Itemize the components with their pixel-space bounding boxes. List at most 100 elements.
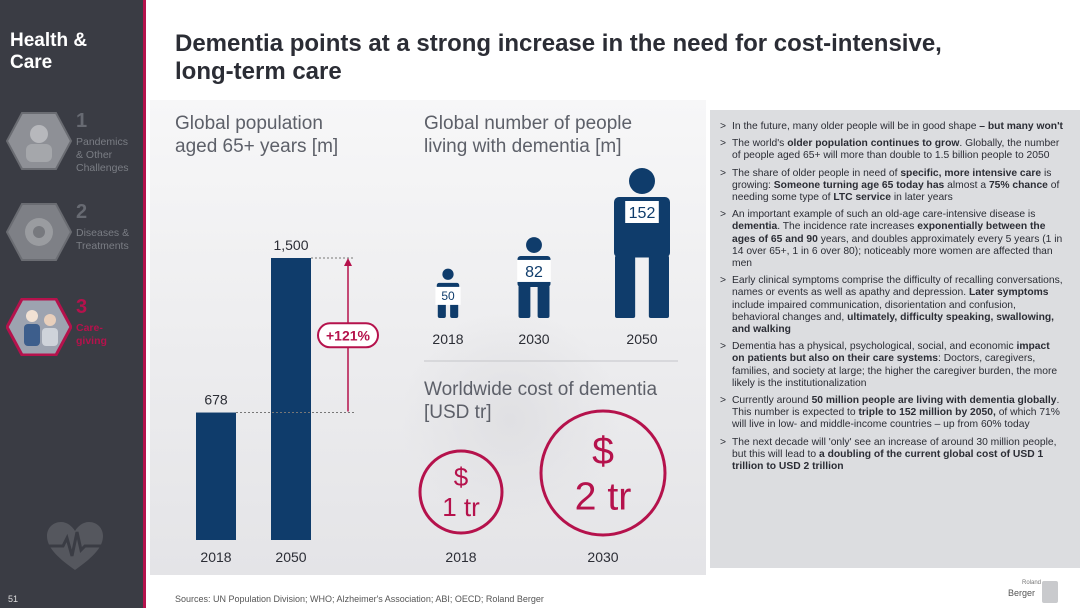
person-head — [629, 168, 655, 194]
cost-chart-title: Worldwide cost of dementia [USD tr] — [424, 379, 658, 423]
section-1-pandemics[interactable]: 1 Pandemics & Other Challenges — [6, 110, 141, 182]
dollar-icon: $ — [592, 429, 614, 473]
bullet-highlight: – but many won't — [979, 121, 1063, 132]
bullet-highlight: impact on patients but also on their car… — [732, 341, 1050, 365]
sidebar-title: Health & Care — [10, 30, 88, 73]
cost-value-label: 2 tr — [575, 474, 632, 518]
bullet-highlight: LTC service — [833, 192, 891, 204]
page-number: 51 — [8, 594, 19, 604]
person-head — [526, 237, 542, 253]
cost-chart: $1 tr 2018 $2 tr 2030 — [418, 409, 667, 565]
bullet-text: The next decade will 'only' see an incre… — [732, 436, 1057, 460]
population-value-label: 678 — [204, 392, 228, 408]
bullet-highlight: exponentially between the ages of 65 and… — [732, 221, 1046, 245]
insight-bullet: The share of older people in need of spe… — [720, 168, 1065, 205]
insight-bullet: Dementia has a physical, psychological, … — [720, 341, 1065, 390]
dementia-chart-title: Global number of people living with deme… — [424, 113, 633, 157]
dementia-chart: 50 2018 82 2030 152 2050 — [432, 168, 670, 347]
dementia-year-label: 2050 — [626, 331, 657, 347]
bullet-highlight: triple to 152 million by 2050, — [858, 407, 996, 419]
section-3-caregiving[interactable]: 3 Care- giving — [6, 296, 141, 368]
bullet-highlight: 75% chance — [988, 179, 1048, 191]
bullet-text: of needing some type of — [732, 179, 1060, 204]
person-leg — [518, 284, 531, 318]
bullet-text: almost a — [944, 179, 989, 191]
sidebar: Health & Care 1 Pandemics & Other Challe… — [0, 0, 143, 608]
bullet-text: Currently around — [732, 395, 812, 407]
insight-bullet: The world's older population continues t… — [720, 138, 1065, 162]
bullet-text: In the future, many older people will be… — [732, 121, 980, 132]
dementia-value-label: 152 — [629, 205, 656, 222]
person-value-box — [517, 259, 551, 282]
bullet-highlight: a doubling of the current global cost of… — [732, 448, 1044, 473]
section-label: Care- giving — [76, 322, 107, 347]
bullet-text: in later years — [890, 192, 953, 204]
bullet-text: of which 71% will live in low- and middl… — [732, 407, 1060, 431]
dementia-value-label: 50 — [441, 289, 455, 303]
section-number: 1 — [76, 110, 88, 132]
dollar-icon: $ — [454, 462, 469, 492]
population-bar-2018 — [196, 412, 236, 540]
heartbeat-icon — [47, 522, 103, 570]
bullet-text: The share of older people in need of — [732, 167, 901, 179]
population-value-label: 1,500 — [273, 237, 308, 253]
section-label: Pandemics & Other Challenges — [76, 136, 129, 174]
bullet-text: . This number is expected to — [732, 395, 1060, 419]
cost-value-label: 1 tr — [442, 492, 480, 522]
person-leg — [537, 284, 550, 318]
sources-note: Sources: UN Population Division; WHO; Al… — [175, 594, 544, 604]
insight-bullet: Early clinical symptoms comprise the dif… — [720, 275, 1065, 336]
population-chart: 678 2018 1,500 2050 +121% — [196, 237, 379, 565]
dementia-year-label: 2018 — [432, 331, 463, 347]
section-1-photo-icon — [6, 112, 72, 170]
population-chart-title: Global population aged 65+ years [m] — [175, 113, 339, 157]
insights-list: In the future, many older people will be… — [720, 121, 1065, 478]
cost-year-label: 2030 — [587, 549, 618, 565]
bullet-text: include impaired communication, disorien… — [732, 299, 1016, 323]
growth-badge — [317, 322, 379, 349]
charts-canvas: 678 2018 1,500 2050 +121% 50 2018 82 2030 152 205… — [196, 168, 678, 565]
roland-berger-logo: Roland Berger — [1008, 580, 1060, 604]
person-value-box — [435, 286, 461, 305]
insight-bullet: The next decade will 'only' see an incre… — [720, 437, 1065, 474]
logo-small-text: Roland — [1022, 580, 1042, 586]
bullet-text: Early clinical symptoms comprise the dif… — [732, 275, 1063, 299]
bullet-highlight: older population continues to grow — [787, 138, 960, 150]
population-bar-2050 — [271, 258, 311, 540]
section-2-photo-icon — [6, 203, 72, 261]
section-3-photo-icon — [6, 298, 72, 356]
bullet-text: years, and doubles approximately every 5… — [732, 233, 1063, 270]
bullet-highlight: 50 million people are living with dement… — [811, 395, 1057, 407]
bullet-highlight: ultimately, difficulty speaking, swallow… — [732, 311, 1055, 336]
cost-circle — [539, 409, 667, 537]
dementia-value-label: 82 — [525, 264, 543, 281]
background-photo — [150, 100, 706, 575]
section-number: 2 — [76, 201, 88, 223]
insight-bullet: In the future, many older people will be… — [720, 121, 1065, 133]
bullet-text: Dementia has a physical, psychological, … — [732, 341, 1017, 353]
population-year-label: 2018 — [200, 549, 231, 565]
bullet-text: An important example of such an old-age … — [732, 209, 1036, 221]
bullet-text: : Doctors, caregivers, families, and soc… — [732, 353, 1058, 389]
dementia-year-label: 2030 — [518, 331, 549, 347]
growth-label: +121% — [326, 327, 371, 343]
section-label: Diseases & Treatments — [76, 227, 130, 252]
bullet-text: . Globally, the number of people aged 65… — [732, 138, 1060, 162]
population-year-label: 2050 — [275, 549, 306, 565]
sidebar-accent-bar — [143, 0, 146, 608]
bullet-highlight: specific, more intensive care — [900, 167, 1042, 179]
person-head — [442, 268, 454, 280]
bullet-text: is growing: — [732, 167, 1052, 191]
bullet-text: . The incidence rate increases — [777, 221, 918, 233]
insight-bullet: An important example of such an old-age … — [720, 209, 1065, 270]
bullet-highlight: Someone turning age 65 today has — [773, 179, 945, 191]
person-leg — [615, 255, 636, 318]
section-2-diseases[interactable]: 2 Diseases & Treatments — [6, 201, 141, 273]
logo-mark-icon — [1042, 581, 1058, 603]
cost-year-label: 2018 — [445, 549, 476, 565]
cost-circle — [418, 449, 504, 535]
bullet-text: The world's — [732, 138, 788, 150]
growth-arrow-head — [344, 258, 352, 266]
bullet-highlight: dementia — [732, 221, 778, 233]
person-leg — [648, 255, 669, 318]
